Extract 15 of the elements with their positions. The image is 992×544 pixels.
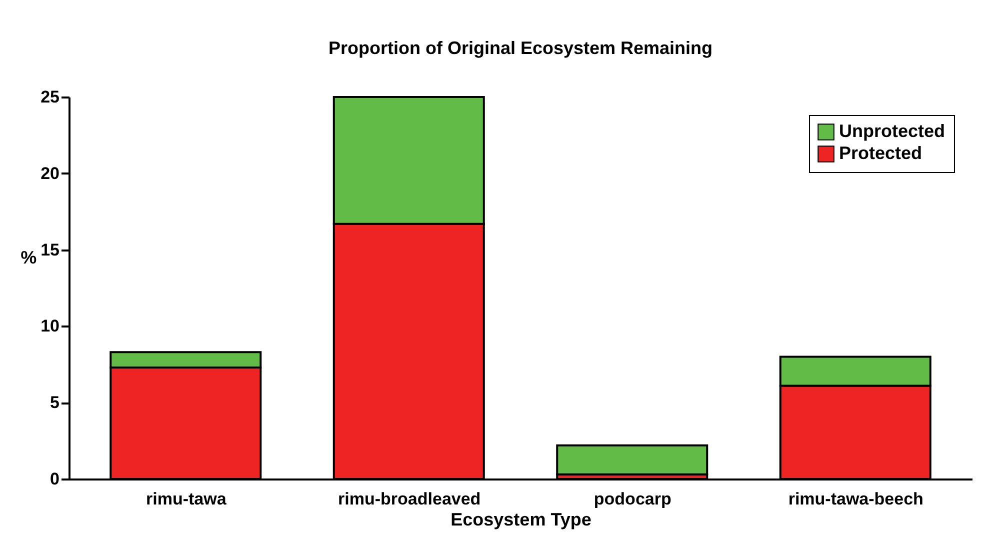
y-tick-label: 25 [40,88,60,106]
y-tick-label: 10 [40,316,60,336]
x-tick-label: rimu-tawa [146,490,227,508]
y-axis-title: % [20,248,37,268]
y-tick-label: 20 [40,164,60,183]
x-tick-label: podocarp [594,490,672,508]
y-tick-label: 5 [50,393,60,412]
y-tick-label: 0 [50,470,60,488]
chart-title: Proportion of Original Ecosystem Remaining [328,38,713,58]
x-tick-label: rimu-tawa-beech [788,490,924,508]
y-tick-label: 15 [40,240,60,260]
x-axis-title: Ecosystem Type [450,510,592,530]
legend-label: Protected [839,143,922,163]
x-tick-label: rimu-broadleaved [338,490,481,508]
legend-label: Unprotected [839,121,946,141]
